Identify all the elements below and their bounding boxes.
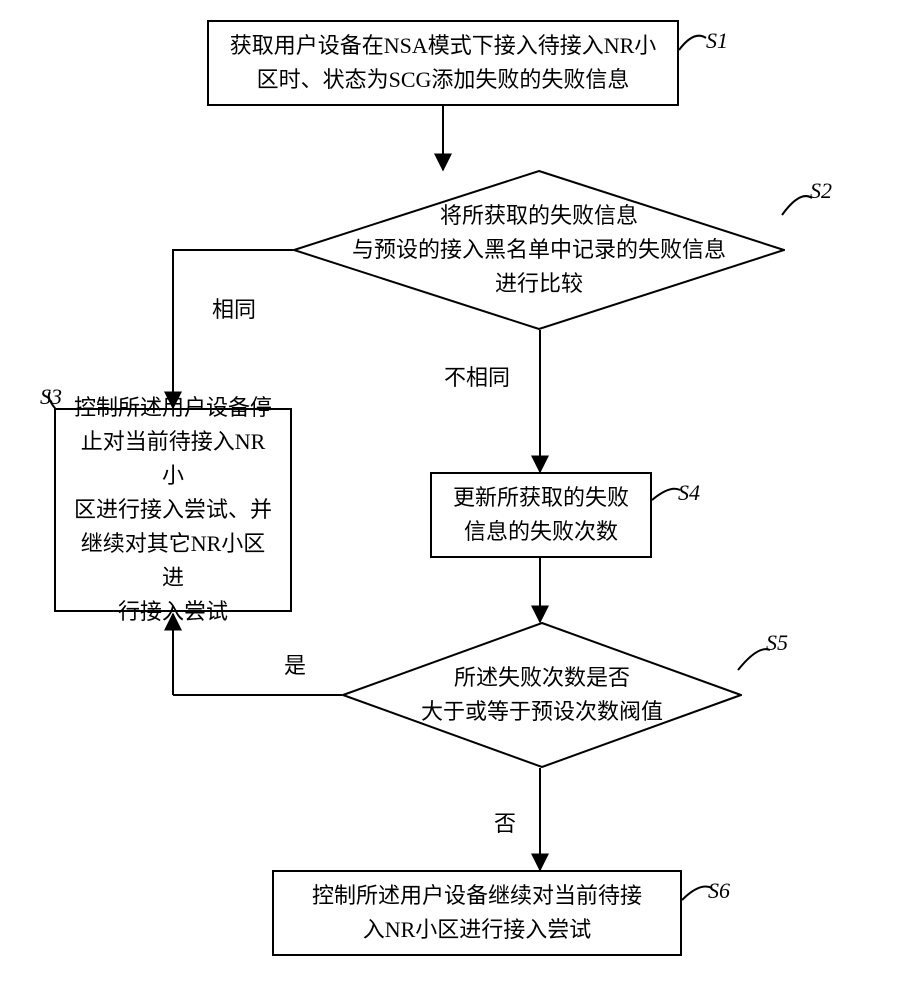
step-s4-text: 更新所获取的失败 信息的失败次数 bbox=[453, 481, 629, 549]
edge-diff-text: 不相同 bbox=[444, 365, 510, 390]
label-s1-text: S1 bbox=[706, 28, 728, 53]
label-s3-text: S3 bbox=[40, 384, 62, 409]
label-s4-text: S4 bbox=[678, 480, 700, 505]
step-s1-text: 获取用户设备在NSA模式下接入待接入NR小 区时、状态为SCG添加失败的失败信息 bbox=[230, 29, 657, 97]
step-s1: 获取用户设备在NSA模式下接入待接入NR小 区时、状态为SCG添加失败的失败信息 bbox=[207, 20, 679, 106]
label-s6-text: S6 bbox=[708, 878, 730, 903]
edge-same: 相同 bbox=[212, 292, 256, 324]
label-s2: S2 bbox=[810, 178, 832, 204]
step-s4: 更新所获取的失败 信息的失败次数 bbox=[430, 472, 652, 558]
edge-no: 否 bbox=[494, 806, 516, 838]
step-s6-text: 控制所述用户设备继续对当前待接 入NR小区进行接入尝试 bbox=[312, 879, 642, 947]
step-s6: 控制所述用户设备继续对当前待接 入NR小区进行接入尝试 bbox=[272, 870, 682, 956]
edge-same-text: 相同 bbox=[212, 297, 256, 322]
edge-yes-text: 是 bbox=[284, 653, 306, 678]
edge-diff: 不相同 bbox=[444, 360, 510, 392]
label-s4: S4 bbox=[678, 480, 700, 506]
label-s3: S3 bbox=[40, 384, 62, 410]
step-s2: 将所获取的失败信息 与预设的接入黑名单中记录的失败信息 进行比较 bbox=[293, 170, 785, 330]
label-s1: S1 bbox=[706, 28, 728, 54]
label-s5-text: S5 bbox=[766, 630, 788, 655]
label-s5: S5 bbox=[766, 630, 788, 656]
step-s3-text: 控制所述用户设备停 止对当前待接入NR小 区进行接入尝试、并 继续对其它NR小区… bbox=[70, 391, 276, 630]
step-s2-text: 将所获取的失败信息 与预设的接入黑名单中记录的失败信息 进行比较 bbox=[352, 199, 726, 301]
label-s6: S6 bbox=[708, 878, 730, 904]
edge-no-text: 否 bbox=[494, 811, 516, 836]
step-s3: 控制所述用户设备停 止对当前待接入NR小 区进行接入尝试、并 继续对其它NR小区… bbox=[54, 408, 292, 612]
edge-yes: 是 bbox=[284, 648, 306, 680]
flowchart-canvas: 获取用户设备在NSA模式下接入待接入NR小 区时、状态为SCG添加失败的失败信息… bbox=[0, 0, 913, 1000]
step-s5-text: 所述失败次数是否 大于或等于预设次数阀值 bbox=[421, 661, 663, 729]
label-s2-text: S2 bbox=[810, 178, 832, 203]
step-s5: 所述失败次数是否 大于或等于预设次数阀值 bbox=[342, 622, 742, 768]
